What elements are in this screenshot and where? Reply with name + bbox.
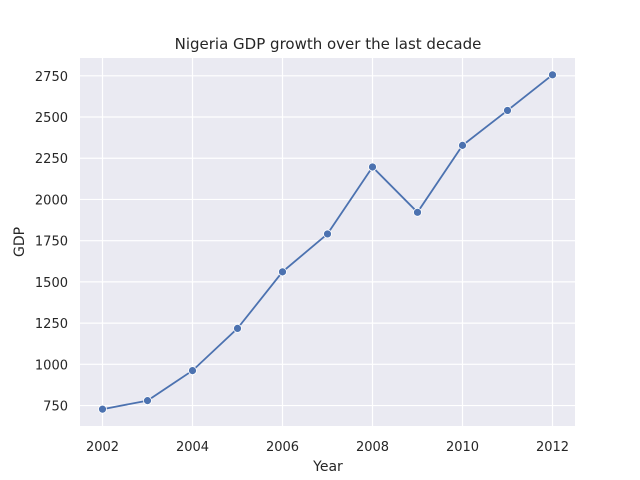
y-tick-label: 750	[43, 400, 68, 415]
plot-area	[80, 58, 575, 426]
y-tick-label: 2750	[35, 70, 68, 85]
y-tick-label: 2500	[35, 111, 68, 126]
y-tick-label: 1000	[35, 358, 68, 373]
data-point-2009	[413, 207, 422, 217]
data-point-2007	[323, 229, 332, 239]
data-point-2004	[188, 366, 197, 376]
x-axis-label: Year	[312, 459, 343, 475]
data-point-2005	[233, 323, 242, 333]
x-tick-label: 2012	[536, 440, 569, 455]
y-axis-label: GDP	[12, 227, 28, 257]
y-tick-label: 1750	[35, 235, 68, 250]
x-tick-label: 2002	[86, 440, 119, 455]
y-tick-label: 2250	[35, 152, 68, 167]
y-tick-label: 2000	[35, 193, 68, 208]
data-point-2010	[458, 140, 467, 150]
x-tick-label: 2006	[266, 440, 299, 455]
y-tick-label: 1250	[35, 317, 68, 332]
x-tick-label: 2004	[176, 440, 209, 455]
y-tick-labels: 750 1000 1250 1500 1750 2000 2250 2500 2750	[35, 70, 68, 415]
gdp-series-points	[98, 70, 557, 414]
data-point-2006	[278, 267, 287, 277]
data-point-2003	[143, 396, 152, 406]
y-gridlines	[80, 75, 575, 407]
data-point-2012	[548, 70, 557, 80]
data-point-2008	[368, 162, 377, 172]
data-point-2002	[98, 404, 107, 414]
y-tick-label: 1500	[35, 276, 68, 291]
x-tick-labels: 2002 2004 2006 2008 2010 2012	[86, 440, 569, 455]
chart-title: Nigeria GDP growth over the last decade	[175, 35, 482, 53]
data-point-2011	[503, 106, 512, 115]
x-tick-label: 2008	[356, 440, 389, 455]
x-tick-label: 2010	[446, 440, 479, 455]
